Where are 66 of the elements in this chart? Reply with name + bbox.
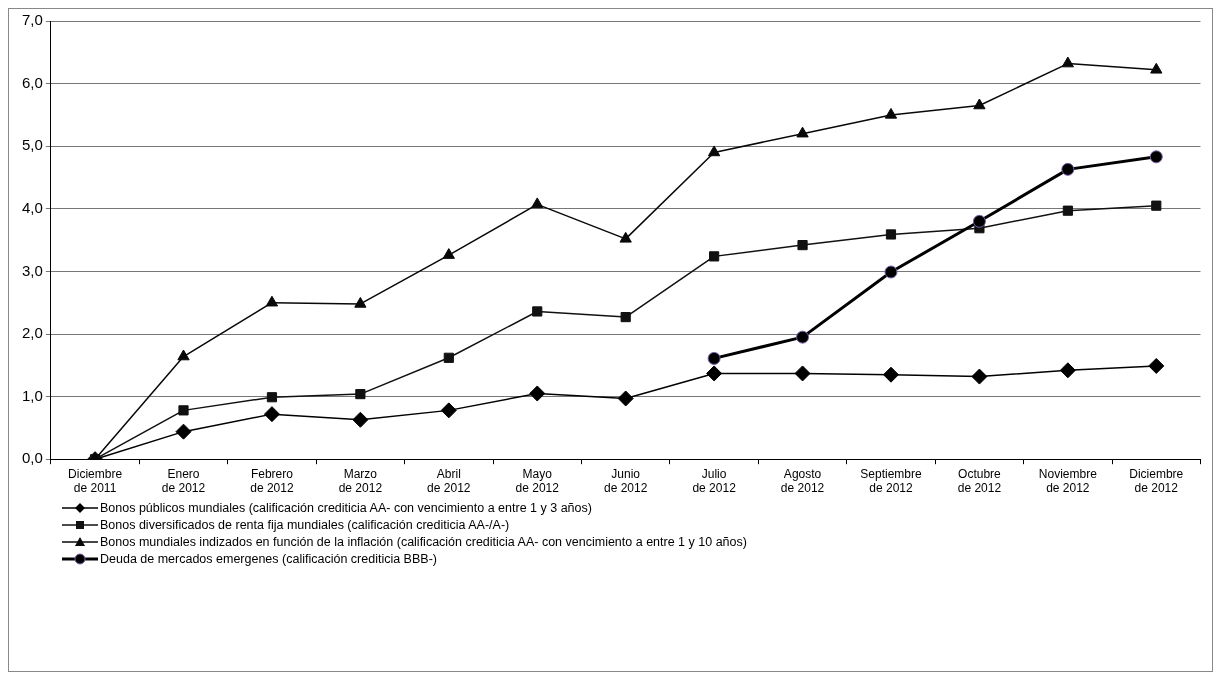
x-tick-label: Agosto de 2012 xyxy=(780,466,825,496)
legend-label: Deuda de mercados emergenes (calificación crediticia BBB-) xyxy=(100,551,437,567)
point xyxy=(177,349,190,361)
point xyxy=(617,390,634,407)
point xyxy=(531,197,544,209)
x-tick-label: Enero de 2012 xyxy=(161,466,206,496)
point xyxy=(355,389,366,400)
x-tick-label: Noviembre de 2012 xyxy=(1038,466,1098,496)
y-tick-label: 7,0 xyxy=(21,11,43,29)
x-tick-label: Diciembre de 2012 xyxy=(1129,466,1184,496)
point xyxy=(796,126,809,138)
point xyxy=(706,365,723,382)
point xyxy=(1151,200,1162,211)
x-tick-label: Junio de 2012 xyxy=(603,466,648,496)
point xyxy=(265,295,279,307)
y-tick-label: 0,0 xyxy=(21,449,43,467)
point xyxy=(884,107,898,119)
legend-label: Bonos públicos mundiales (calificación crediticia AA- con vencimiento a entre 1 y 3 años) xyxy=(100,500,592,516)
legend-label: Bonos mundiales indizados en función de la inflación (calificación crediticia AA- con vencimiento a entre 1 y 10 años) xyxy=(100,534,747,550)
point xyxy=(1061,162,1075,176)
point xyxy=(178,405,189,416)
point xyxy=(709,251,720,262)
point xyxy=(354,296,367,308)
point xyxy=(529,385,546,402)
point xyxy=(796,330,810,344)
point xyxy=(797,240,808,251)
y-tick-label: 2,0 xyxy=(21,324,43,342)
point xyxy=(442,248,455,259)
point xyxy=(972,214,986,228)
point xyxy=(620,312,631,323)
point xyxy=(263,406,280,423)
point xyxy=(971,368,988,385)
x-tick-label: Marzo de 2012 xyxy=(338,466,383,496)
point xyxy=(973,98,986,110)
point xyxy=(884,265,898,279)
point xyxy=(794,365,811,382)
point xyxy=(532,306,543,317)
point xyxy=(1148,357,1165,374)
point xyxy=(175,423,192,440)
point xyxy=(707,145,721,157)
x-tick-label: Septiembre de 2012 xyxy=(860,466,922,496)
point xyxy=(443,352,454,363)
y-tick-label: 4,0 xyxy=(21,198,43,216)
y-tick-label: 5,0 xyxy=(21,136,43,154)
y-tick-label: 6,0 xyxy=(21,73,43,91)
point xyxy=(619,231,632,243)
point xyxy=(885,229,897,240)
x-tick-label: Diciembre de 2011 xyxy=(68,466,123,496)
x-tick-label: Abril de 2012 xyxy=(427,466,471,496)
point xyxy=(266,392,278,403)
y-tick-label: 3,0 xyxy=(21,261,43,279)
y-tick-label: 1,0 xyxy=(21,386,43,404)
point xyxy=(1061,56,1074,68)
point xyxy=(1062,205,1073,216)
point xyxy=(1150,62,1163,74)
x-tick-label: Mayo de 2012 xyxy=(515,466,560,496)
x-tick-label: Julio de 2012 xyxy=(692,466,737,496)
legend-label: Bonos diversificados de renta fija mundiales (calificación crediticia AA-/A-) xyxy=(100,517,510,533)
point xyxy=(707,351,721,365)
x-tick-label: Octubre de 2012 xyxy=(957,466,1002,496)
x-tick-label: Febrero de 2012 xyxy=(250,466,294,496)
point xyxy=(1059,362,1076,379)
point xyxy=(882,366,899,383)
point xyxy=(1149,150,1163,164)
point xyxy=(352,411,369,428)
point xyxy=(440,402,457,419)
